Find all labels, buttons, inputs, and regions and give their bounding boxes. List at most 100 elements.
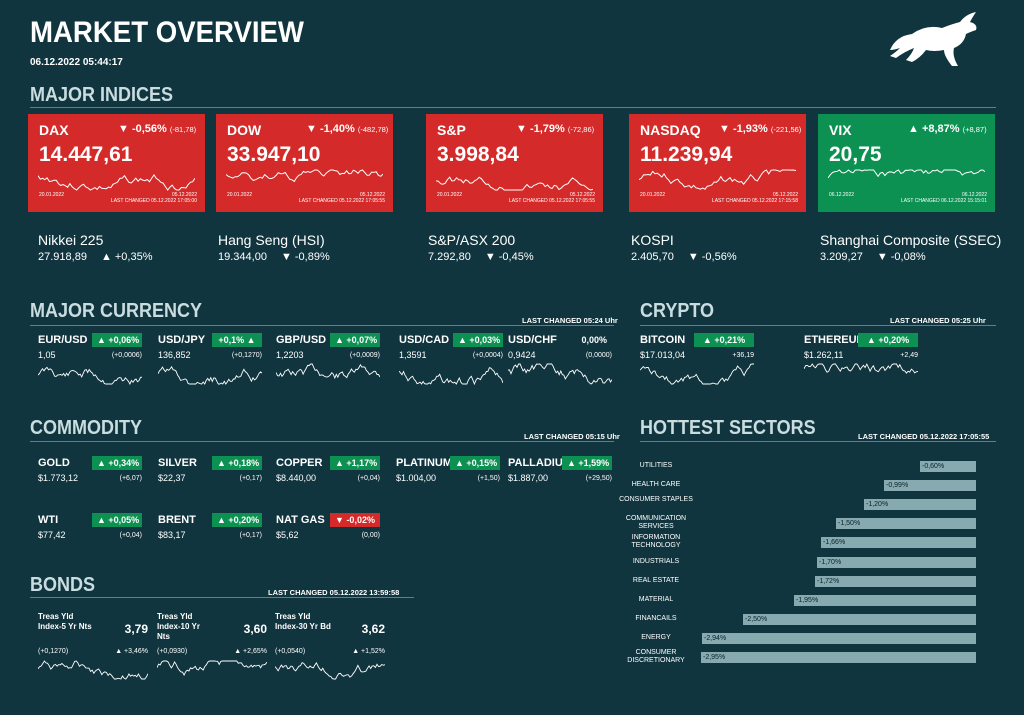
index-card[interactable]: NASDAQ ▼ -1,93% (-221,56) 11.239,94 20.01.2… — [629, 114, 806, 212]
index-change-abs: (+8,87) — [962, 125, 987, 134]
divider-sectors — [640, 441, 996, 442]
tile-change-abs: +2,49 — [900, 352, 918, 359]
bond-sparkline-line — [275, 662, 385, 680]
sector-bar: -0,60% — [920, 461, 976, 472]
market-tile[interactable]: BITCOIN ▲ +0,21% $17.013,04 +36,19 — [632, 333, 754, 393]
tile-name: GOLD — [38, 457, 70, 469]
secondary-index: Shanghai Composite (SSEC) 3.209,27 ▼ -0,08… — [820, 232, 1001, 263]
sector-bar: -1,50% — [836, 518, 976, 529]
bond-tile[interactable]: Treas Yld Index-5 Yr Nts 3,79 (+0,1270) ▲ +… — [38, 612, 148, 682]
secondary-index-row: 27.918,89 ▲ +0,35% — [38, 251, 153, 263]
tile-value: 1,05 — [38, 350, 56, 360]
market-tile[interactable]: NAT GAS ▼ -0,02% $5,62 (0,00) — [268, 513, 380, 573]
index-change-abs: (-81,78) — [169, 125, 197, 134]
secondary-index-name: KOSPI — [631, 232, 674, 248]
market-tile[interactable]: PALLADIUM ▲ +1,59% $1.887,00 (+29,50) — [500, 456, 612, 516]
tile-change-abs: (+0,17) — [239, 475, 262, 482]
index-change-abs: (-482,78) — [357, 125, 389, 134]
index-card[interactable]: DAX ▼ -0,56% (-81,78) 14.447,61 20.01.2022 0… — [28, 114, 205, 212]
market-tile[interactable]: PLATINUM ▲ +0,15% $1.004,00 (+1,50) — [388, 456, 500, 516]
market-tile[interactable]: COPPER ▲ +1,17% $8.440,00 (+0,04) — [268, 456, 380, 516]
tile-value: $83,17 — [158, 530, 186, 540]
tile-badge: ▲ +0,34% — [92, 456, 142, 470]
tile-value: $17.013,04 — [640, 350, 686, 360]
secondary-index-value: 7.292,80 — [428, 251, 471, 263]
index-last-changed: LAST CHANGED 05.12.2022 17:05:00 — [110, 198, 197, 204]
bond-change-pct: ▲ +2,65% — [234, 648, 267, 655]
index-end-date: 05.12.2022 — [171, 192, 197, 198]
tile-name: COPPER — [276, 457, 323, 469]
tile-value: $1.262,11 — [804, 350, 844, 360]
divider-currency — [30, 325, 614, 326]
section-crypto: CRYPTO — [640, 300, 715, 322]
market-tile[interactable]: GOLD ▲ +0,34% $1.773,12 (+6,07) — [30, 456, 142, 516]
index-sparkline-line — [436, 176, 593, 191]
tile-badge: ▲ +0,21% — [694, 333, 754, 347]
market-tile[interactable]: USD/JPY +0,1% ▲ 136,852 (+0,1270) — [150, 333, 262, 393]
index-value: 33.947,10 — [227, 143, 321, 166]
bond-change-abs: (+0,1270) — [38, 648, 69, 655]
divider-bonds — [30, 597, 414, 598]
bond-change-abs: (+0,0930) — [157, 648, 188, 655]
market-tile[interactable]: ETHEREUM ▲ +0,20% $1.262,11 +2,49 — [796, 333, 918, 393]
bond-tile[interactable]: Treas Yld Index-10 Yr Nts 3,60 (+0,0930) ▲ … — [157, 612, 267, 682]
index-end-date: 05.12.2022 — [359, 192, 385, 198]
sector-label: INFORMATION TECHNOLOGY — [631, 534, 681, 549]
tile-value: $5,62 — [276, 530, 299, 540]
market-tile[interactable]: EUR/USD ▲ +0,06% 1,05 (+0,0006) — [30, 333, 142, 393]
index-end-date: 05.12.2022 — [569, 192, 595, 198]
secondary-index-row: 2.405,70 ▼ -0,56% — [631, 251, 737, 263]
index-value: 20,75 — [829, 143, 882, 166]
index-card[interactable]: DOW ▼ -1,40% (-482,78) 33.947,10 20.01.2022… — [216, 114, 393, 212]
sector-label: CONSUMER DISCRETIONARY — [627, 649, 685, 664]
tile-value: $8.440,00 — [276, 473, 317, 483]
index-name: S&P — [437, 122, 466, 138]
index-start-date: 20.01.2022 — [39, 192, 65, 198]
tile-value: $1.004,00 — [396, 473, 437, 483]
tile-name: BITCOIN — [640, 334, 686, 346]
secondary-index-change: ▼ -0,08% — [876, 251, 926, 263]
index-sparkline — [639, 169, 796, 190]
market-tile[interactable]: USD/CAD ▲ +0,03% 1,3591 (+0,0004) — [391, 333, 503, 393]
market-tile[interactable]: SILVER ▲ +0,18% $22,37 (+0,17) — [150, 456, 262, 516]
bond-name: Treas Yld Index-5 Yr Nts — [38, 612, 92, 631]
tile-value: $1.773,12 — [38, 473, 79, 483]
index-sparkline-line — [828, 169, 985, 179]
tile-value: 1,3591 — [399, 350, 427, 360]
index-value: 3.998,84 — [437, 143, 519, 166]
tile-sparkline — [276, 363, 380, 380]
tile-badge: ▲ +0,05% — [92, 513, 142, 527]
divider-commodity — [30, 441, 614, 442]
bond-value: 3,62 — [361, 622, 385, 636]
tile-badge: ▲ +0,06% — [92, 333, 142, 347]
page-timestamp: 06.12.2022 05:44:17 — [30, 57, 123, 68]
secondary-index: Hang Seng (HSI) 19.344,00 ▼ -0,89% — [218, 232, 330, 263]
index-card[interactable]: VIX ▲ +8,87% (+8,87) 20,75 06.12.2022 06.12.… — [818, 114, 995, 212]
index-sparkline-line — [38, 174, 195, 191]
market-tile[interactable]: GBP/USD ▲ +0,07% 1,2203 (+0,0009) — [268, 333, 380, 393]
secondary-index-change: ▼ -0,89% — [280, 251, 330, 263]
sector-label: MATERIAL — [638, 596, 674, 603]
tile-sparkline-line — [640, 363, 754, 385]
secondary-index-name: Shanghai Composite (SSEC) — [820, 232, 1002, 248]
tile-change-abs: (+0,0006) — [111, 352, 142, 359]
bond-tile[interactable]: Treas Yld Index-30 Yr Bd 3,62 (+0,0540) ▲ +… — [275, 612, 385, 682]
market-tile[interactable]: WTI ▲ +0,05% $77,42 (+0,04) — [30, 513, 142, 573]
tile-sparkline — [158, 365, 262, 385]
tile-badge: 0,00% — [581, 335, 607, 345]
section-hottest-sectors: HOTTEST SECTORS — [640, 417, 816, 439]
tile-change-abs: (+0,0004) — [472, 352, 503, 359]
tile-badge: ▲ +1,17% — [330, 456, 380, 470]
tile-badge: ▲ +0,20% — [212, 513, 262, 527]
tile-value: 1,2203 — [276, 350, 304, 360]
market-tile[interactable]: USD/CHF 0,00% 0,9424 (0,0000) — [500, 333, 612, 393]
sector-bar: -2,50% — [743, 614, 976, 625]
index-card[interactable]: S&P ▼ -1,79% (-72,86) 3.998,84 20.01.2022 05… — [426, 114, 603, 212]
secondary-index-row: 3.209,27 ▼ -0,08% — [820, 251, 1001, 263]
secondary-index-change: ▼ -0,56% — [687, 251, 737, 263]
tile-value: 0,9424 — [508, 350, 536, 360]
tile-badge: ▲ +0,18% — [212, 456, 262, 470]
bond-name: Treas Yld Index-10 Yr Nts — [157, 612, 200, 641]
tile-badge: ▲ +0,03% — [453, 333, 503, 347]
market-tile[interactable]: BRENT ▲ +0,20% $83,17 (+0,17) — [150, 513, 262, 573]
